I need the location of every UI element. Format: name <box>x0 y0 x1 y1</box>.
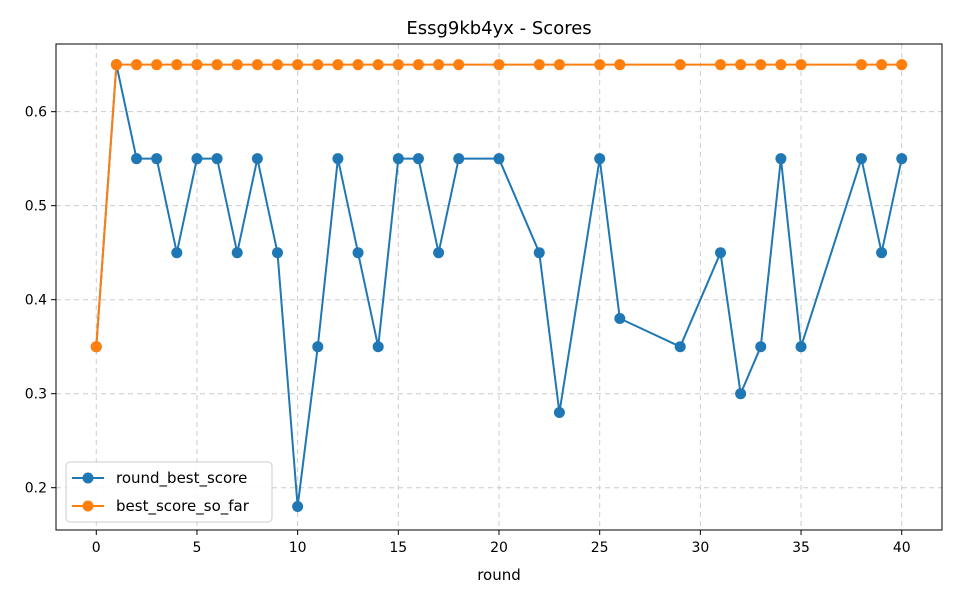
y-tick-label: 0.5 <box>25 199 47 215</box>
data-point <box>211 153 223 165</box>
chart-title: Essg9kb4yx - Scores <box>406 18 591 39</box>
legend-marker <box>82 500 94 512</box>
x-tick-label: 10 <box>289 540 307 556</box>
data-point <box>412 59 424 71</box>
data-point <box>352 247 364 259</box>
data-point <box>876 247 888 259</box>
data-point <box>533 247 545 259</box>
data-point <box>191 59 203 71</box>
x-tick-label: 0 <box>92 540 101 556</box>
legend-label: best_score_so_far <box>116 497 250 516</box>
data-point <box>131 153 143 165</box>
data-point <box>614 312 626 324</box>
data-point <box>110 59 122 71</box>
data-point <box>231 247 243 259</box>
x-tick-label: 35 <box>792 540 810 556</box>
y-tick-label: 0.2 <box>25 481 47 497</box>
x-axis-title: round <box>477 566 521 584</box>
data-point <box>433 247 445 259</box>
data-point <box>735 59 747 71</box>
data-point <box>312 59 324 71</box>
data-point <box>151 59 163 71</box>
data-point <box>896 59 908 71</box>
data-point <box>775 59 787 71</box>
data-point <box>674 341 686 353</box>
data-point <box>433 59 445 71</box>
x-tick-label: 25 <box>591 540 609 556</box>
data-point <box>795 59 807 71</box>
data-point <box>191 153 203 165</box>
data-point <box>392 153 404 165</box>
data-point <box>292 500 304 512</box>
data-point <box>614 59 626 71</box>
data-point <box>292 59 304 71</box>
legend-label: round_best_score <box>116 469 247 488</box>
data-point <box>855 59 867 71</box>
data-point <box>251 153 263 165</box>
data-point <box>533 59 545 71</box>
y-tick-label: 0.4 <box>25 293 47 309</box>
axis-ticks: 0 5 10 15 20 25 30 35 40 0.2 0.3 0.4 0.5 0.6 <box>25 105 911 556</box>
data-point <box>453 59 465 71</box>
data-point <box>332 153 344 165</box>
data-point <box>272 59 283 71</box>
legend-marker <box>82 472 94 484</box>
data-point <box>151 153 163 165</box>
data-point <box>493 59 505 71</box>
data-point <box>372 341 384 353</box>
legend-item: round_best_score <box>72 469 247 488</box>
data-point <box>876 59 888 71</box>
data-point <box>131 59 143 71</box>
data-point <box>896 153 908 165</box>
data-point <box>352 59 364 71</box>
grid-lines <box>56 44 942 530</box>
data-point <box>90 341 102 353</box>
data-point <box>231 59 243 71</box>
data-point <box>755 341 767 353</box>
data-point <box>171 59 183 71</box>
data-point <box>272 247 283 259</box>
legend: round_best_score best_score_so_far <box>65 461 273 523</box>
data-point <box>735 388 747 400</box>
data-point <box>332 59 344 71</box>
data-point <box>715 59 726 71</box>
data-point <box>392 59 404 71</box>
series-round_best_score <box>90 59 908 512</box>
data-point <box>553 59 565 71</box>
x-tick-label: 40 <box>893 540 911 556</box>
legend-item: best_score_so_far <box>72 497 250 516</box>
x-tick-label: 5 <box>192 540 201 556</box>
x-tick-label: 15 <box>389 540 407 556</box>
data-point <box>171 247 183 259</box>
data-point <box>674 59 686 71</box>
data-point <box>594 153 606 165</box>
data-point <box>312 341 324 353</box>
data-point <box>855 153 867 165</box>
data-point <box>493 153 505 165</box>
data-point <box>594 59 606 71</box>
series-best_score_so_far <box>90 59 908 353</box>
data-point <box>755 59 767 71</box>
data-point <box>795 341 807 353</box>
data-point <box>453 153 465 165</box>
data-point <box>775 153 787 165</box>
y-tick-label: 0.6 <box>25 105 47 121</box>
x-tick-label: 20 <box>490 540 508 556</box>
data-point <box>412 153 424 165</box>
x-tick-label: 30 <box>691 540 709 556</box>
data-point <box>553 406 565 418</box>
data-point <box>211 59 223 71</box>
data-point <box>251 59 263 71</box>
legend-box <box>65 461 273 523</box>
data-point <box>372 59 384 71</box>
data-point <box>715 247 726 259</box>
y-tick-label: 0.3 <box>25 387 47 403</box>
series-layer <box>90 59 908 512</box>
